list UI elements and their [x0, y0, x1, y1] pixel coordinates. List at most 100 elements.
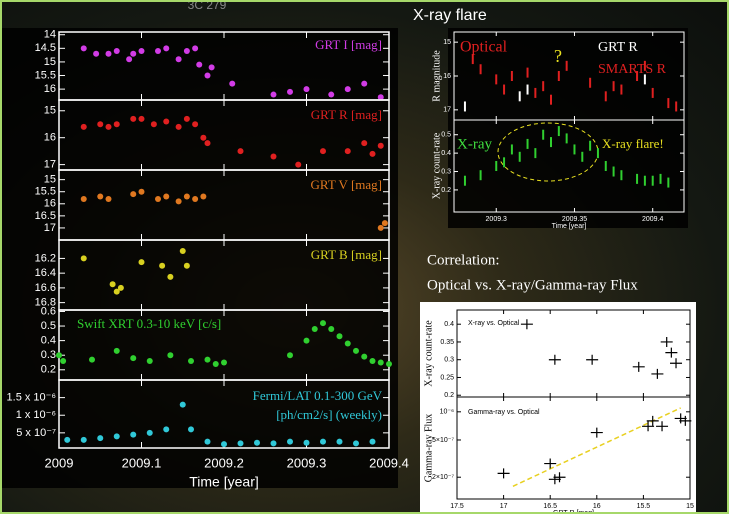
point: [204, 140, 211, 147]
y-tick-label: 16: [44, 198, 56, 210]
point: [89, 356, 95, 363]
y-tick-label: 15.5: [35, 69, 56, 81]
y-tick-label: 14.5: [35, 42, 56, 54]
y-tick-label: 0.5: [41, 320, 56, 332]
y-axis-label: R magnitude: [431, 50, 442, 102]
point: [270, 440, 277, 447]
y-tick-label: 2×10⁻⁷: [432, 474, 454, 481]
point: [270, 91, 277, 98]
y-tick-label: 0.5: [441, 132, 451, 139]
point: [204, 356, 211, 363]
point: [660, 336, 673, 347]
point: [138, 188, 145, 195]
point: [126, 56, 133, 63]
point: [656, 421, 669, 432]
correlation-title: Correlation:: [427, 252, 499, 268]
panel-label: Fermi/LAT 0.1-300 GeV: [253, 388, 383, 403]
annotation: Gamma-ray vs. Optical: [468, 409, 540, 416]
point: [97, 435, 104, 442]
point: [674, 413, 687, 424]
point: [80, 195, 87, 202]
point: [361, 140, 368, 147]
point: [344, 148, 351, 155]
y-tick-label: 0.4: [441, 150, 451, 157]
point: [155, 48, 161, 55]
point: [138, 115, 145, 122]
point: [377, 142, 384, 149]
y-tick-label: 0.4: [444, 321, 454, 328]
flare-panel-bg: [448, 28, 688, 228]
y-tick-label: 0.3: [444, 357, 454, 364]
point: [303, 439, 310, 446]
point: [167, 273, 174, 280]
point: [586, 354, 599, 365]
x-tick-label: 15: [686, 503, 694, 510]
point: [353, 440, 359, 447]
point: [183, 262, 190, 269]
point: [651, 368, 664, 379]
y-axis-label: X-ray count-rate: [431, 132, 442, 199]
point: [192, 121, 199, 128]
point: [590, 427, 603, 438]
y-tick-label: 15: [443, 39, 451, 46]
point: [369, 358, 376, 365]
annotation: X-ray: [457, 136, 492, 152]
point: [80, 45, 87, 52]
y-tick-label: 5 x 10⁻⁷: [16, 427, 56, 439]
main-title: 3C 279: [188, 2, 227, 12]
point: [113, 433, 120, 440]
y-axis-label: Gamma-ray Flux: [423, 414, 434, 483]
point: [105, 50, 112, 57]
y-tick-label: 0.3: [441, 168, 451, 175]
y-tick-label: 15.5: [35, 186, 56, 198]
panel-label: GRT R [mag]: [311, 107, 382, 122]
panel-label: GRT V [mag]: [311, 177, 382, 192]
x-axis-label: Time [year]: [189, 474, 259, 490]
x-tick-label: 2009.35: [562, 216, 587, 223]
point: [192, 195, 199, 202]
point: [138, 259, 145, 266]
point: [64, 436, 71, 443]
point: [548, 474, 561, 485]
point: [97, 121, 104, 128]
point: [353, 347, 359, 354]
y-tick-label: 0.2: [444, 392, 454, 399]
point: [369, 438, 376, 445]
x-tick-label: 2009.2: [204, 455, 244, 470]
point: [320, 438, 326, 445]
plot-frame: [453, 119, 685, 213]
y-tick-label: 16.6: [35, 282, 56, 294]
x-tick-label: 15.5: [637, 503, 651, 510]
x-axis-label: Time [year]: [552, 223, 587, 230]
y-tick-label: 1.5 x 10⁻⁶: [7, 392, 56, 404]
point: [381, 220, 388, 227]
x-tick-label: 2009.3: [486, 216, 508, 223]
point: [377, 359, 384, 366]
point: [386, 360, 392, 367]
point: [553, 472, 566, 483]
point: [163, 118, 170, 125]
point: [130, 191, 137, 198]
annotation: X-ray flare!: [602, 136, 664, 151]
point: [93, 50, 100, 57]
point: [200, 193, 207, 200]
point: [146, 429, 153, 436]
y-tick-label: 5×10⁻⁷: [432, 437, 454, 444]
series-name: SMARTS R: [598, 62, 667, 77]
y-tick-label: 0.2: [441, 187, 451, 194]
point: [146, 358, 153, 365]
point: [167, 352, 174, 359]
point: [679, 415, 692, 426]
point: [188, 358, 194, 365]
point: [113, 288, 120, 295]
point: [113, 48, 120, 55]
y-tick-label: 17: [44, 222, 56, 234]
point: [320, 320, 326, 327]
y-axis-label: X-ray count-rate: [423, 320, 434, 387]
y-tick-label: 14: [44, 29, 56, 41]
point: [159, 262, 166, 269]
annotation: Optical: [460, 39, 508, 56]
series-name: GRT R: [598, 40, 638, 55]
